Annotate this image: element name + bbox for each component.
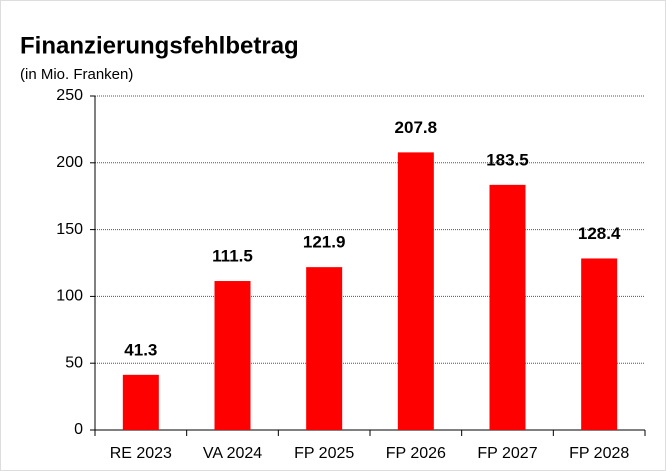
bar xyxy=(581,258,618,430)
data-label: 128.4 xyxy=(578,224,621,243)
bar xyxy=(214,281,251,430)
bar xyxy=(397,152,434,430)
y-tick-label: 0 xyxy=(74,421,83,438)
chart-title: Finanzierungsfehlbetrag xyxy=(20,32,299,59)
x-tick-label: FP 2026 xyxy=(386,445,446,462)
bar xyxy=(122,374,159,430)
y-tick-label: 200 xyxy=(56,154,83,171)
x-tick-label: VA 2024 xyxy=(203,445,262,462)
y-tick-label: 100 xyxy=(56,288,83,305)
x-tick-label: FP 2027 xyxy=(477,445,537,462)
y-tick-label: 250 xyxy=(56,87,83,104)
data-label: 111.5 xyxy=(212,247,253,266)
data-label: 183.5 xyxy=(486,150,529,169)
x-tick-label: FP 2028 xyxy=(569,445,629,462)
y-tick-label: 50 xyxy=(65,354,83,371)
y-tick-label: 150 xyxy=(56,221,83,238)
bar xyxy=(306,267,343,430)
bar xyxy=(489,184,526,430)
x-tick-label: FP 2025 xyxy=(294,445,354,462)
data-label: 121.9 xyxy=(303,233,346,252)
data-label: 41.3 xyxy=(124,340,157,359)
data-label: 207.8 xyxy=(395,118,438,137)
x-tick-label: RE 2023 xyxy=(110,445,172,462)
chart-subtitle: (in Mio. Franken) xyxy=(20,66,133,83)
